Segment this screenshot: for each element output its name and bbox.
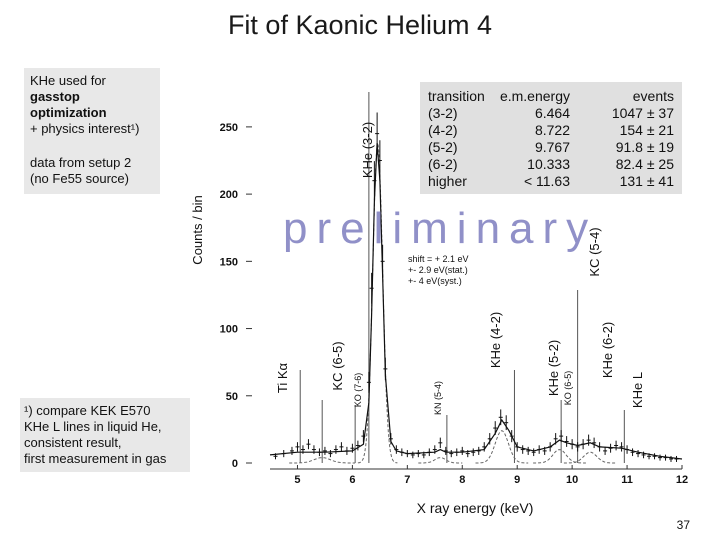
- component-peak-curve: [533, 449, 586, 464]
- page-number: 37: [676, 518, 690, 532]
- component-peak-curve: [563, 451, 617, 464]
- footnote-line: first measurement in gas: [24, 451, 167, 466]
- x-axis-label: X ray energy (keV): [416, 500, 534, 516]
- component-peak-curve: [289, 457, 356, 464]
- table-cell: 6.464: [534, 105, 570, 121]
- component-peak-curve: [475, 430, 529, 464]
- slide-title: Fit of Kaonic Helium 4: [227, 10, 493, 40]
- x-tick-label: 8: [459, 474, 465, 486]
- peak-label: KHe (6-2): [600, 322, 615, 378]
- shift-note-line: +- 2.9 eV(stat.): [408, 265, 468, 275]
- table-cell: (5-2): [428, 139, 458, 155]
- table-header: events: [632, 88, 674, 104]
- x-tick-label: 6: [349, 474, 355, 486]
- footnote-box: ¹) compare KEK E570 KHe L lines in liqui…: [20, 398, 190, 472]
- transition-table: transition (3-2) (4-2) (5-2) (6-2) highe…: [420, 82, 682, 194]
- footnote-line: KHe L lines in liquid He,: [24, 419, 162, 434]
- table-cell: 131 ± 41: [619, 173, 674, 189]
- component-peak-curve: [418, 457, 463, 464]
- table-cell: 10.333: [527, 156, 570, 172]
- note-line: gasstop: [30, 89, 80, 104]
- note-line: optimization: [30, 105, 107, 120]
- table-col-energy: e.m.energy 6.464 8.722 9.767 10.333 < 11…: [492, 88, 570, 190]
- y-tick-label: 200: [220, 189, 238, 201]
- x-tick-label: 12: [676, 474, 688, 486]
- table-cell: (6-2): [428, 156, 458, 172]
- table-cell: 91.8 ± 19: [615, 139, 674, 155]
- table-cell: < 11.63: [523, 173, 570, 189]
- table-cell: 8.722: [534, 122, 570, 138]
- table-cell: 154 ± 21: [619, 122, 674, 138]
- table-cell: (4-2): [428, 122, 458, 138]
- table-col-transition: transition (3-2) (4-2) (5-2) (6-2) highe…: [428, 88, 485, 190]
- table-cell: 9.767: [534, 139, 570, 155]
- y-axis-label: Counts / bin: [190, 195, 205, 264]
- peak-label: KN (5-4): [433, 381, 443, 415]
- note-line: KHe used for: [30, 73, 106, 88]
- table-col-events: events 1047 ± 37 154 ± 21 91.8 ± 19 82.4…: [580, 88, 674, 190]
- peak-label: KC (6-5): [330, 341, 345, 390]
- peak-label: Ti Kα: [275, 362, 290, 393]
- setup-note-line: data from setup 2: [30, 155, 132, 170]
- peak-label: KC (5-4): [587, 227, 602, 276]
- x-tick-label: 5: [294, 474, 300, 486]
- y-tick-label: 100: [220, 324, 238, 336]
- peak-label: KHe (5-2): [546, 340, 561, 396]
- y-tick-label: 0: [232, 458, 238, 470]
- table-cell: 1047 ± 37: [611, 105, 674, 121]
- component-peak-curve: [357, 142, 398, 464]
- peak-label: KHe (4-2): [488, 312, 503, 368]
- table-header: transition: [428, 88, 485, 104]
- y-tick-label: 150: [220, 256, 238, 268]
- gasstop-note-box: KHe used for gasstop optimization + phys…: [24, 68, 160, 194]
- y-tick-label: 250: [220, 122, 238, 134]
- table-cell: (3-2): [428, 105, 458, 121]
- footnote-line: consistent result,: [24, 435, 122, 450]
- x-tick-label: 9: [514, 474, 520, 486]
- note-line: + physics interest¹): [30, 121, 140, 136]
- peak-label: KO (7-6): [353, 373, 363, 408]
- y-tick-label: 50: [226, 391, 238, 403]
- preliminary-watermark: preliminary: [283, 204, 598, 253]
- shift-note-line: +- 4 eV(syst.): [408, 276, 462, 286]
- x-tick-label: 11: [621, 474, 633, 486]
- footnote-line: ¹) compare KEK E570: [24, 403, 151, 418]
- setup-note-line: (no Fe55 source): [30, 171, 129, 186]
- x-tick-label: 10: [566, 474, 578, 486]
- shift-note-line: shift = + 2.1 eV: [408, 254, 469, 264]
- table-header: e.m.energy: [499, 88, 570, 104]
- peak-label: KHe L: [630, 372, 645, 408]
- table-cell: 82.4 ± 25: [615, 156, 674, 172]
- peak-label: KHe (3-2): [360, 122, 375, 178]
- peak-label: KO (6-5): [563, 371, 573, 406]
- x-tick-label: 7: [404, 474, 410, 486]
- table-cell: higher: [428, 173, 467, 189]
